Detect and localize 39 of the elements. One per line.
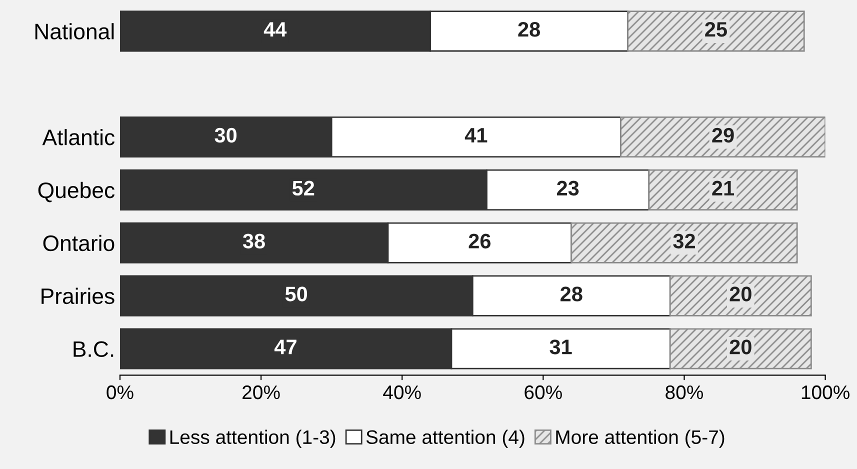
y-tick-label: National	[35, 23, 114, 40]
data-label: 38	[242, 234, 265, 248]
x-tick-label: 40%	[383, 385, 421, 400]
x-tick-label: 60%	[524, 385, 562, 400]
bar	[627, 10, 805, 52]
y-tick-label: Quebec	[38, 182, 115, 202]
y-tick-label: Atlantic	[42, 128, 115, 146]
data-label: 23	[556, 180, 579, 196]
data-label: 30	[214, 128, 237, 143]
y-tick-label: B.C.	[74, 341, 114, 358]
bar	[570, 222, 798, 264]
x-tick-label: 100%	[802, 385, 850, 400]
x-tick-label: 20%	[242, 385, 280, 400]
bar	[648, 169, 798, 210]
bar	[669, 275, 812, 316]
data-label: 47	[274, 340, 296, 354]
data-label: 52	[292, 180, 314, 196]
y-tick-label: Ontario	[43, 234, 114, 252]
data-label: 28	[560, 286, 582, 302]
legend-label: Less attention (1-3)	[170, 430, 336, 448]
x-tick-label: 80%	[666, 385, 703, 400]
data-label: 26	[468, 234, 491, 248]
data-label: 50	[285, 286, 308, 302]
data-label: 41	[464, 128, 488, 142]
data-label: 20	[730, 340, 752, 354]
x-tick-label: 0%	[106, 385, 134, 400]
y-tick-label: Prairies	[42, 288, 114, 304]
legend-label: More attention (5-7)	[556, 430, 724, 448]
legend-label: Same attention (4)	[366, 430, 524, 448]
bar	[620, 116, 826, 158]
data-label: 21	[712, 180, 734, 196]
data-label: 44	[264, 22, 287, 37]
data-label: 20	[730, 286, 752, 302]
data-label: 32	[673, 234, 695, 248]
data-label: 29	[712, 128, 734, 143]
data-label: 31	[550, 340, 572, 354]
data-label: 25	[705, 22, 727, 37]
data-label: 28	[518, 22, 540, 37]
bar	[669, 328, 812, 370]
